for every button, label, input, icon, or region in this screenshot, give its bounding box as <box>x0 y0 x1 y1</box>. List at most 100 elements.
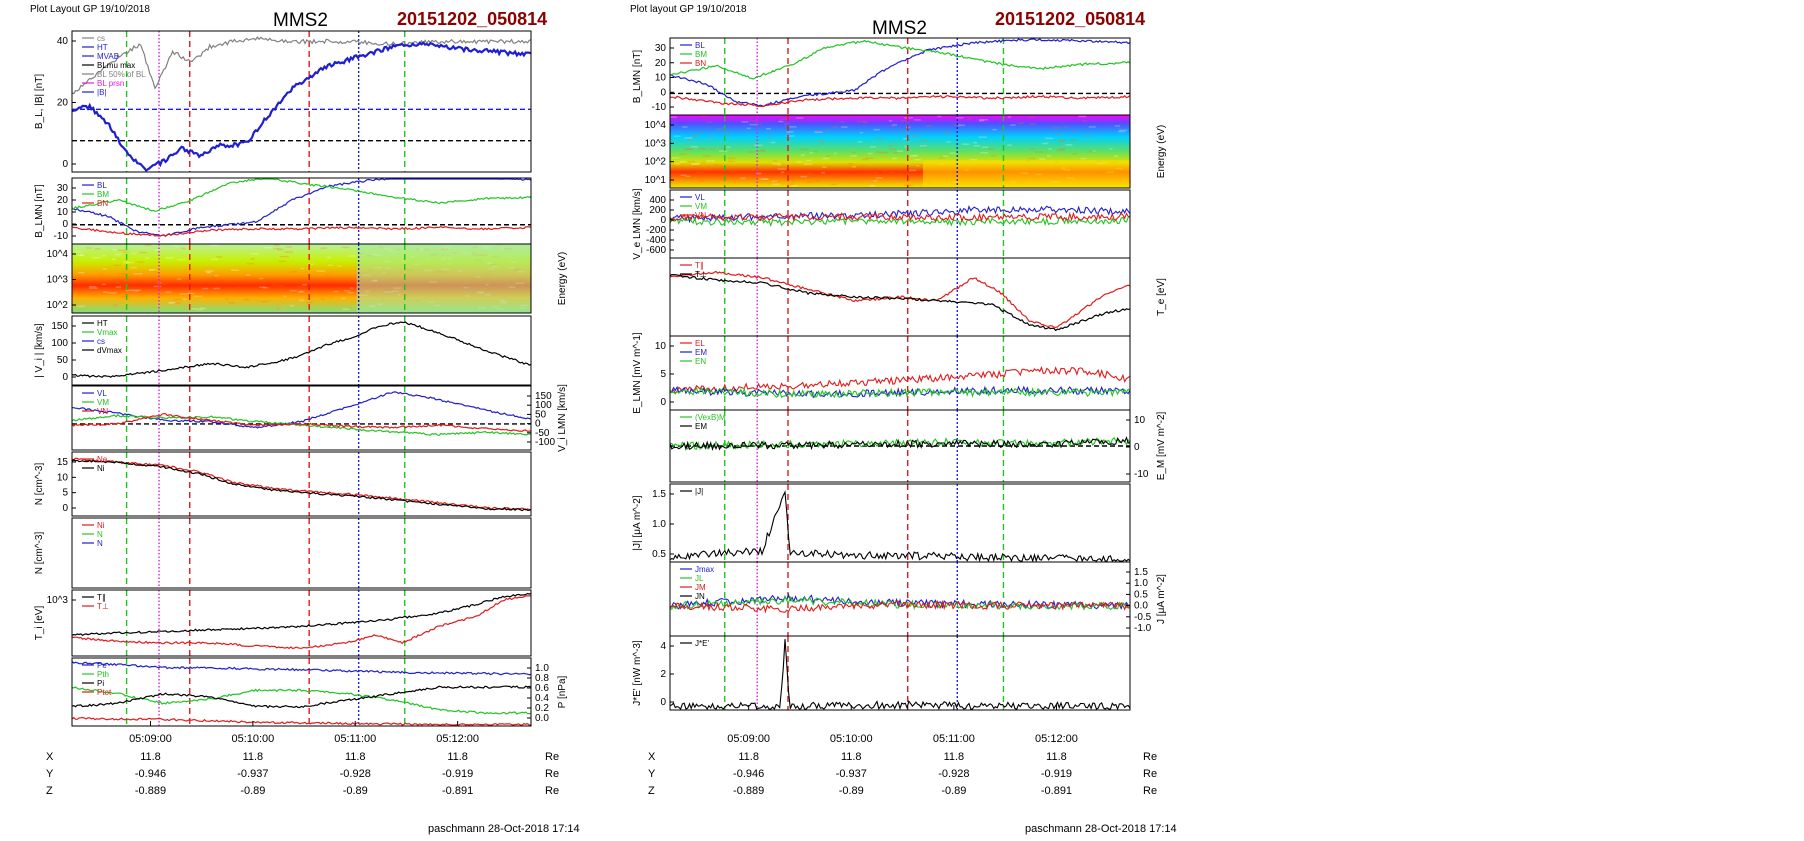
spectrogram-texture <box>1071 153 1078 155</box>
spectrogram-texture <box>1089 150 1097 153</box>
spectrogram-texture <box>981 146 989 148</box>
right-panel-j-lmn: 1.51.00.50.0-0.5-1.0 J [μA m^-2] JmaxJLJMJ… <box>669 561 1167 637</box>
spectrogram-texture <box>251 253 259 255</box>
e-lmn-y-tick-label: 5 <box>660 369 666 380</box>
j-lmn-y-axis-label: J [μA m^-2] <box>1156 574 1167 624</box>
spectrogram-texture <box>702 155 711 157</box>
spectrogram-texture <box>134 291 140 294</box>
spectrogram-texture <box>699 147 707 150</box>
vi-lmn-y-tick-label: -100 <box>535 437 555 448</box>
density-legend-label: Ne <box>97 455 108 464</box>
spectrogram-texture <box>113 304 118 306</box>
e-lmn-y-tick-label: 0 <box>660 397 666 408</box>
vi-mag-legend-label: Vmax <box>97 328 117 337</box>
spectrogram-texture <box>283 295 287 297</box>
b-mag-frame <box>71 30 532 173</box>
spectrogram-texture <box>788 177 793 180</box>
ti-legend-label: T∥ <box>97 593 106 602</box>
spectrogram-texture <box>214 274 219 277</box>
ephemeris-value: 11.8 <box>1046 751 1067 763</box>
spectrogram-texture <box>857 120 866 123</box>
b-lmn-series-0 <box>669 38 1131 108</box>
b-lmn-y-axis-label: B_LMN [nT] <box>34 184 45 238</box>
b-lmn-y-tick-label: 10 <box>655 73 667 84</box>
spectrogram-texture <box>679 153 687 155</box>
em-y-tick-label: -10 <box>1134 469 1149 480</box>
ephemeris-row-name: Y <box>648 768 656 780</box>
ion-spec-y-tick-label: 10^4 <box>47 249 69 260</box>
spectrogram-texture <box>707 136 714 138</box>
spectrogram-texture <box>186 292 195 295</box>
spectrogram-texture <box>1065 144 1073 146</box>
b-mag-legend-label: HT <box>97 43 108 52</box>
spectrogram-texture <box>688 161 696 163</box>
e-lmn-legend-label: EN <box>695 357 706 366</box>
spectrogram-texture <box>822 166 827 168</box>
pressure-series-0 <box>71 661 532 676</box>
vi-mag-frame <box>71 315 532 386</box>
spectrogram-texture <box>861 165 865 167</box>
pressure-legend-label: Pi <box>97 679 104 688</box>
em-legend-label: EM <box>695 422 707 431</box>
spectrogram-texture <box>1092 150 1096 152</box>
spectrogram-texture <box>1000 133 1006 135</box>
spectrogram-texture <box>777 168 787 170</box>
spectrogram-texture <box>195 308 204 311</box>
spectrogram-texture <box>839 121 845 123</box>
ti-panel-bg <box>72 590 531 656</box>
spectrogram-texture <box>903 138 907 140</box>
spectrogram-texture <box>696 171 705 174</box>
spectrogram-texture <box>692 163 700 166</box>
spectrogram-texture <box>685 175 691 178</box>
j-lmn-y-tick-label: -1.0 <box>1134 623 1152 634</box>
b-lmn-y-tick-label: 30 <box>57 183 69 194</box>
spectrogram-texture <box>958 124 965 127</box>
spectrogram-texture <box>339 291 344 294</box>
pressure-series-2 <box>71 685 532 709</box>
ephemeris-value: 11.8 <box>345 751 366 763</box>
empty-panel-legend-label: N <box>97 530 103 539</box>
j-lmn-y-tick-label: 0.0 <box>1134 601 1148 612</box>
b-mag-legend-label: BLmu max <box>97 61 135 70</box>
b-mag-y-axis-label: B_L, |B| [nT] <box>34 74 45 129</box>
spectrogram-texture <box>889 145 893 147</box>
spectrogram-texture <box>342 308 349 310</box>
ephemeris-row-name: X <box>648 751 656 763</box>
spectrogram-texture <box>1017 122 1024 124</box>
spectrogram-texture <box>821 171 825 174</box>
pressure-y-tick-label: 1.0 <box>535 663 549 674</box>
left-footer: paschmann 28-Oct-2018 17:14 <box>428 823 580 835</box>
pressure-frame <box>71 657 532 727</box>
pressure-panel-bg <box>72 658 531 726</box>
spectrogram-texture <box>145 257 150 259</box>
vi-lmn-y-tick-label: -50 <box>535 428 550 439</box>
ephemeris-value: -0.919 <box>1041 768 1072 780</box>
b-mag-legend-label: |B| <box>97 88 107 97</box>
spectrogram-texture <box>1084 135 1092 137</box>
je-y-tick-label: 0 <box>660 697 666 708</box>
spectrogram-texture <box>350 287 354 289</box>
e-lmn-y-tick-label: 10 <box>655 341 667 352</box>
spectrogram-texture <box>1058 139 1065 142</box>
spectrogram-texture <box>772 183 780 186</box>
j-lmn-legend-label: JN <box>695 592 705 601</box>
vi-mag-y-tick-label: 50 <box>57 355 69 366</box>
spectrogram-texture <box>760 149 766 151</box>
te-panel-bg <box>670 258 1130 336</box>
ephemeris-value: 11.8 <box>738 751 759 763</box>
spectrogram-texture <box>1082 119 1087 122</box>
empty-panel-legend-label: Ni <box>97 521 105 530</box>
spectrogram-texture <box>979 151 988 154</box>
spectrogram-texture <box>97 273 104 276</box>
pressure-y-tick-label: 0.8 <box>535 673 549 684</box>
spectrogram-texture <box>670 116 677 118</box>
b-lmn-y-tick-label: 20 <box>57 195 69 206</box>
density-y-tick-label: 15 <box>57 457 69 468</box>
spectrogram-texture <box>873 128 880 131</box>
vi-mag-legend-label: dVmax <box>97 346 122 355</box>
spectrogram-texture <box>727 160 735 163</box>
spectrogram-texture <box>76 305 85 308</box>
